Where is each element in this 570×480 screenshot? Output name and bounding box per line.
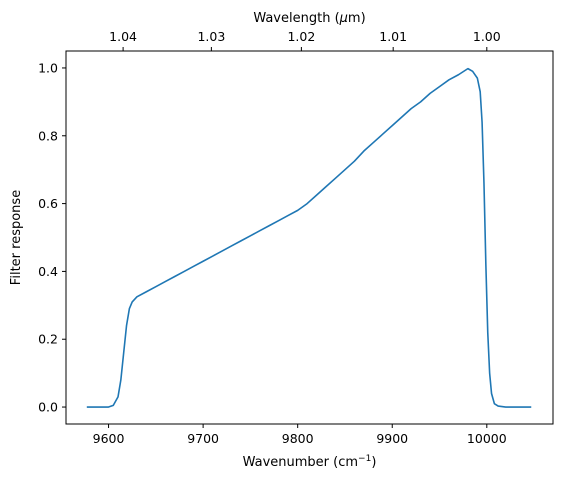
y-tick-label: 0.2 xyxy=(38,332,58,347)
x-tick-label: 9600 xyxy=(93,431,125,446)
x-tick-label: 9800 xyxy=(282,431,314,446)
x-tick-label: 9700 xyxy=(187,431,219,446)
top-tick-label: 1.03 xyxy=(197,29,225,44)
y-axis: 0.0 0.2 0.4 0.6 0.8 1.0 xyxy=(38,60,66,415)
plot-area xyxy=(86,67,532,408)
y-tick-label: 0.8 xyxy=(38,128,58,143)
top-x-axis-title: Wavelength (μm) xyxy=(253,11,365,26)
x-tick-label: 10000 xyxy=(467,431,507,446)
top-tick-label: 1.00 xyxy=(473,29,501,44)
top-tick-label: 1.02 xyxy=(287,29,315,44)
y-tick-label: 0.6 xyxy=(38,196,58,211)
y-tick-label: 1.0 xyxy=(38,60,58,75)
series-line-0 xyxy=(86,67,532,408)
y-tick-label: 0.0 xyxy=(38,400,58,415)
top-tick-label: 1.01 xyxy=(379,29,407,44)
plot-frame xyxy=(65,50,554,425)
top-x-axis: 1.04 1.03 1.02 1.01 1.00 xyxy=(109,29,501,51)
y-axis-title: Filter response xyxy=(9,190,24,285)
x-axis: 9600 9700 9800 9900 10000 xyxy=(93,424,507,446)
y-tick-label: 0.4 xyxy=(38,264,58,279)
top-tick-label: 1.04 xyxy=(109,29,137,44)
x-axis-title: Wavenumber (cm−1) xyxy=(243,454,377,470)
x-tick-label: 9900 xyxy=(376,431,408,446)
